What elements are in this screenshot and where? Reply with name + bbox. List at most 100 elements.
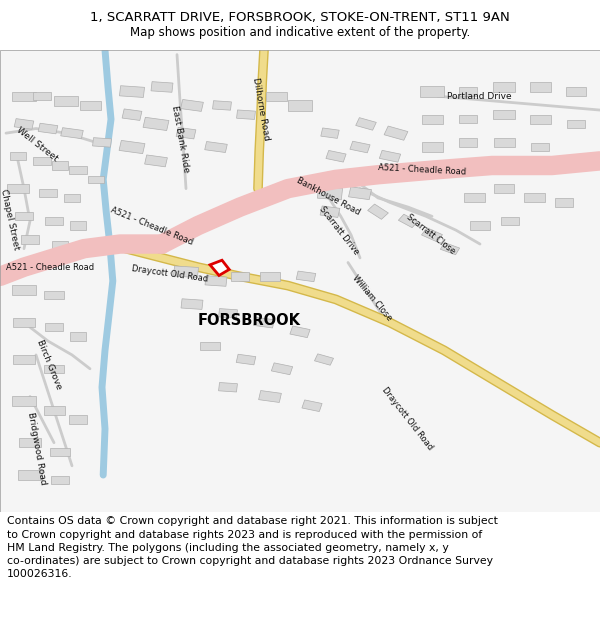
Bar — [33, 92, 51, 101]
Bar — [13, 318, 35, 328]
Bar — [143, 118, 169, 131]
Bar — [45, 217, 63, 225]
Bar — [218, 309, 238, 318]
Text: Scarratt Drive: Scarratt Drive — [317, 204, 361, 256]
Bar — [459, 138, 477, 146]
Bar — [7, 184, 29, 193]
Bar — [421, 142, 443, 152]
Bar — [88, 176, 104, 183]
Bar — [296, 271, 316, 282]
Bar — [321, 128, 339, 138]
Bar — [12, 285, 36, 296]
Bar — [54, 96, 78, 106]
Bar — [470, 221, 490, 230]
Bar — [173, 266, 199, 278]
Bar — [236, 110, 256, 119]
Bar — [52, 161, 68, 169]
Bar — [19, 438, 41, 448]
Text: Portland Drive: Portland Drive — [447, 92, 512, 101]
Bar — [236, 354, 256, 365]
Text: Dilhorne Road: Dilhorne Road — [251, 77, 271, 141]
Bar — [422, 228, 442, 242]
Bar — [218, 382, 238, 392]
Bar — [326, 151, 346, 162]
Text: Contains OS data © Crown copyright and database right 2021. This information is : Contains OS data © Crown copyright and d… — [7, 516, 498, 579]
Bar — [567, 120, 585, 128]
Bar — [45, 323, 63, 331]
Text: A521 - Cheadle Road: A521 - Cheadle Road — [378, 163, 466, 177]
Bar — [379, 151, 401, 162]
Bar — [314, 354, 334, 365]
Bar — [52, 241, 68, 248]
Text: Scarratt Close: Scarratt Close — [405, 213, 457, 256]
Bar — [349, 187, 371, 199]
Text: Well Street: Well Street — [15, 125, 60, 162]
Bar — [384, 126, 408, 140]
Text: A521 - Cheadle Road: A521 - Cheadle Road — [6, 262, 94, 272]
Bar — [181, 299, 203, 309]
Bar — [119, 141, 145, 154]
Bar — [459, 88, 477, 96]
Bar — [530, 114, 551, 124]
Bar — [320, 206, 340, 217]
Bar — [350, 141, 370, 153]
Bar — [493, 110, 515, 119]
Text: William Close: William Close — [350, 274, 394, 322]
Text: Bankhouse Road: Bankhouse Road — [295, 176, 361, 216]
Bar — [39, 189, 57, 198]
Bar — [61, 127, 83, 139]
Bar — [254, 318, 274, 328]
Bar — [38, 123, 58, 134]
Bar — [13, 355, 35, 364]
Bar — [21, 235, 39, 244]
Text: A521 - Cheadle Road: A521 - Cheadle Road — [109, 205, 194, 247]
Bar — [145, 155, 167, 167]
Bar — [271, 363, 293, 375]
Bar — [440, 242, 460, 255]
Bar — [531, 143, 549, 151]
Bar — [33, 157, 51, 165]
Bar — [92, 138, 112, 147]
Bar — [398, 214, 418, 228]
Bar — [459, 115, 477, 124]
Text: Bridgwood Road: Bridgwood Road — [26, 412, 47, 486]
Bar — [212, 101, 232, 110]
Bar — [356, 118, 376, 130]
Bar — [420, 86, 444, 97]
Bar — [151, 82, 173, 92]
Bar — [260, 272, 280, 281]
Bar — [493, 82, 515, 92]
Bar — [51, 476, 69, 484]
Bar — [12, 396, 36, 406]
Bar — [368, 204, 388, 219]
Bar — [12, 92, 36, 101]
Text: 1, SCARRATT DRIVE, FORSBROOK, STOKE-ON-TRENT, ST11 9AN: 1, SCARRATT DRIVE, FORSBROOK, STOKE-ON-T… — [90, 11, 510, 24]
Text: Draycott Old Road: Draycott Old Road — [380, 386, 435, 452]
Bar — [421, 114, 443, 124]
Text: Birch Grove: Birch Grove — [35, 339, 63, 391]
Polygon shape — [210, 260, 229, 276]
Text: East Bank Ride: East Bank Ride — [170, 104, 190, 173]
Text: Draycott Old Road: Draycott Old Road — [131, 264, 209, 284]
Bar — [50, 448, 70, 456]
Bar — [530, 82, 551, 92]
Bar — [15, 212, 33, 221]
Bar — [44, 364, 64, 373]
Bar — [79, 101, 101, 109]
Bar — [501, 217, 519, 225]
Bar — [69, 166, 87, 174]
Bar — [44, 406, 65, 414]
Bar — [200, 341, 220, 350]
Bar — [69, 416, 87, 424]
Bar — [181, 99, 203, 111]
Bar — [122, 109, 142, 121]
Bar — [205, 141, 227, 152]
Bar — [176, 127, 196, 139]
Bar — [288, 101, 312, 111]
Bar — [566, 87, 586, 96]
Bar — [555, 198, 573, 207]
Bar — [119, 86, 145, 98]
Text: Map shows position and indicative extent of the property.: Map shows position and indicative extent… — [130, 26, 470, 39]
Bar — [18, 470, 42, 480]
Text: Chapel Street: Chapel Street — [0, 188, 20, 250]
